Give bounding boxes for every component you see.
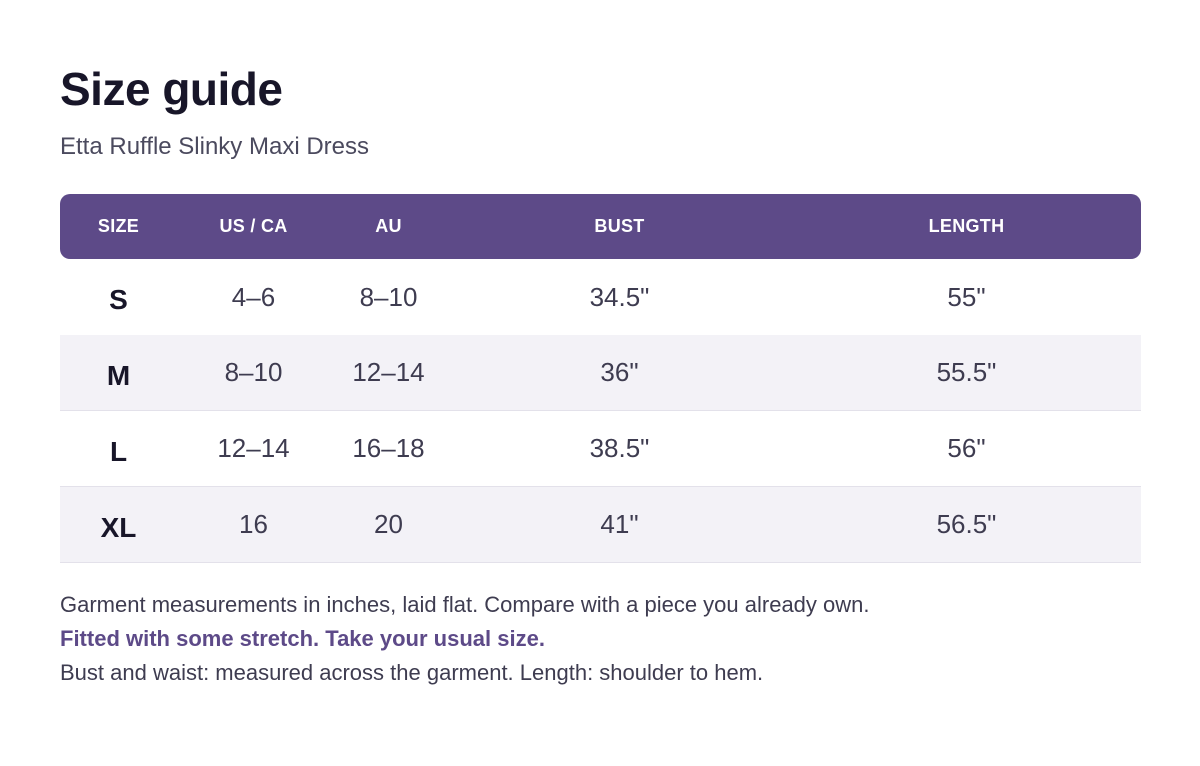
au-cell: 20 [374, 509, 403, 539]
column-header-size: SIZE [97, 216, 140, 236]
us-ca-cell: 16 [239, 509, 268, 539]
column-header-us-ca: US / CA [219, 216, 288, 236]
page-title: Size guide [60, 63, 283, 115]
size-table: SIZE US / CA AU BUST LENGTH S 4–6 8–10 3… [60, 194, 1141, 563]
table-row: L 12–14 16–18 38.5" 56" [60, 411, 1141, 487]
bust-cell: 41" [600, 509, 639, 539]
table-row: XL 16 20 41" 56.5" [60, 487, 1141, 563]
size-cell: M [106, 359, 131, 391]
length-cell: 56" [947, 433, 986, 463]
bust-cell: 34.5" [589, 281, 650, 312]
column-header-bust: BUST [594, 216, 645, 236]
size-cell: S [109, 284, 128, 315]
bust-cell: 36" [600, 357, 639, 387]
table-header: SIZE US / CA AU BUST LENGTH [60, 194, 1141, 259]
us-ca-cell: 12–14 [217, 433, 290, 463]
table-row: M 8–10 12–14 36" 55.5" [60, 335, 1141, 411]
au-cell: 12–14 [352, 357, 425, 387]
au-cell: 16–18 [352, 433, 425, 463]
us-ca-cell: 4–6 [231, 281, 276, 312]
au-cell: 8–10 [359, 281, 418, 312]
size-cell: L [109, 435, 128, 467]
product-name: Etta Ruffle Slinky Maxi Dress [60, 133, 369, 160]
us-ca-cell: 8–10 [224, 357, 283, 387]
fit-advice: Fitted with some stretch. Take your usua… [60, 626, 545, 651]
length-cell: 55.5" [936, 357, 997, 387]
measurement-note: Garment measurements in inches, laid fla… [60, 592, 870, 617]
column-header-au: AU [375, 216, 402, 236]
length-cell: 55" [947, 281, 986, 312]
length-cell: 56.5" [936, 509, 997, 539]
table-row: S 4–6 8–10 34.5" 55" [60, 259, 1141, 335]
column-header-length: LENGTH [928, 216, 1005, 236]
bust-cell: 38.5" [589, 433, 650, 463]
size-notes: Garment measurements in inches, laid fla… [60, 588, 1140, 690]
size-cell: XL [100, 511, 137, 543]
measurement-definitions: Bust and waist: measured across the garm… [60, 660, 764, 685]
